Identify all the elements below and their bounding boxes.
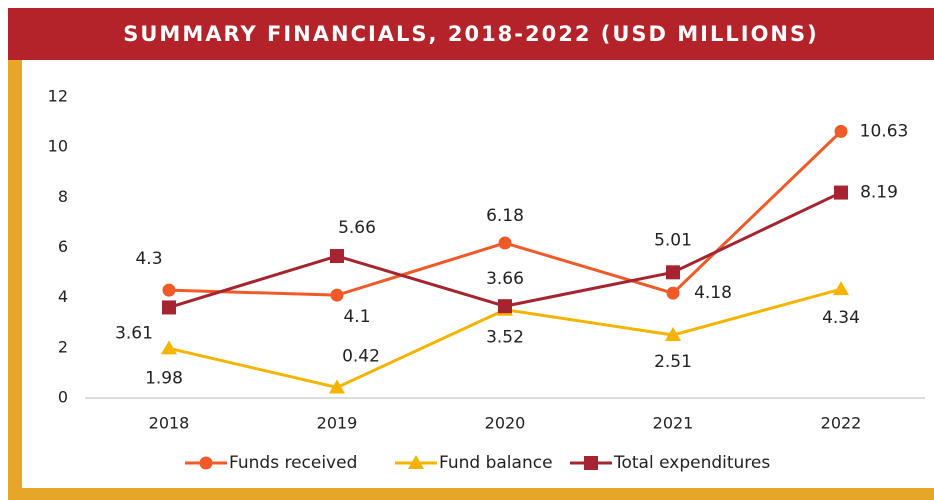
- data-label: 4.3: [135, 249, 162, 269]
- data-label: 5.01: [654, 230, 692, 250]
- bottom-border: [8, 488, 934, 500]
- data-label: 8.19: [860, 183, 898, 203]
- data-label: 2.51: [654, 352, 692, 372]
- x-tick-label: 2018: [149, 414, 190, 433]
- data-point: [162, 283, 176, 297]
- legend-label: Total expenditures: [613, 453, 770, 473]
- data-point: [834, 124, 848, 138]
- y-tick-label: 6: [58, 237, 68, 256]
- data-label: 5.66: [338, 218, 376, 238]
- data-point: [498, 236, 512, 250]
- chart-title: SUMMARY FINANCIALS, 2018-2022 (USD MILLI…: [123, 22, 818, 46]
- y-tick-label: 10: [48, 137, 68, 156]
- legend-label: Fund balance: [439, 453, 553, 473]
- left-border: [8, 60, 22, 500]
- data-point: [330, 249, 344, 264]
- legend-label: Funds received: [229, 453, 357, 473]
- data-label: 10.63: [860, 121, 909, 141]
- data-label: 4.1: [343, 307, 370, 327]
- data-point: [161, 340, 177, 355]
- data-point: [666, 286, 680, 300]
- legend-marker: [408, 455, 424, 469]
- data-label: 0.42: [342, 346, 380, 366]
- legend-marker: [584, 456, 598, 470]
- x-tick-label: 2020: [485, 414, 526, 433]
- data-point: [834, 185, 848, 200]
- data-point: [498, 299, 512, 314]
- x-tick-label: 2022: [821, 414, 862, 433]
- y-tick-label: 12: [48, 87, 68, 106]
- data-label: 3.52: [486, 328, 524, 348]
- data-point: [330, 288, 344, 302]
- data-label: 4.18: [694, 283, 732, 303]
- title-bar: [8, 8, 934, 60]
- data-label: 3.66: [486, 269, 524, 289]
- data-label: 1.98: [145, 368, 183, 388]
- data-label: 3.61: [115, 323, 153, 343]
- data-label: 4.34: [822, 308, 860, 328]
- legend-marker: [199, 456, 213, 470]
- data-point: [666, 265, 680, 280]
- y-tick-label: 0: [58, 388, 68, 407]
- data-point: [162, 300, 176, 315]
- y-tick-label: 2: [58, 337, 68, 356]
- x-tick-label: 2019: [317, 414, 358, 433]
- data-point: [833, 281, 849, 296]
- x-tick-label: 2021: [653, 414, 694, 433]
- data-point: [329, 379, 345, 394]
- data-label: 6.18: [486, 206, 524, 226]
- y-tick-label: 8: [58, 187, 68, 206]
- data-point: [665, 327, 681, 342]
- y-tick-label: 4: [58, 287, 68, 306]
